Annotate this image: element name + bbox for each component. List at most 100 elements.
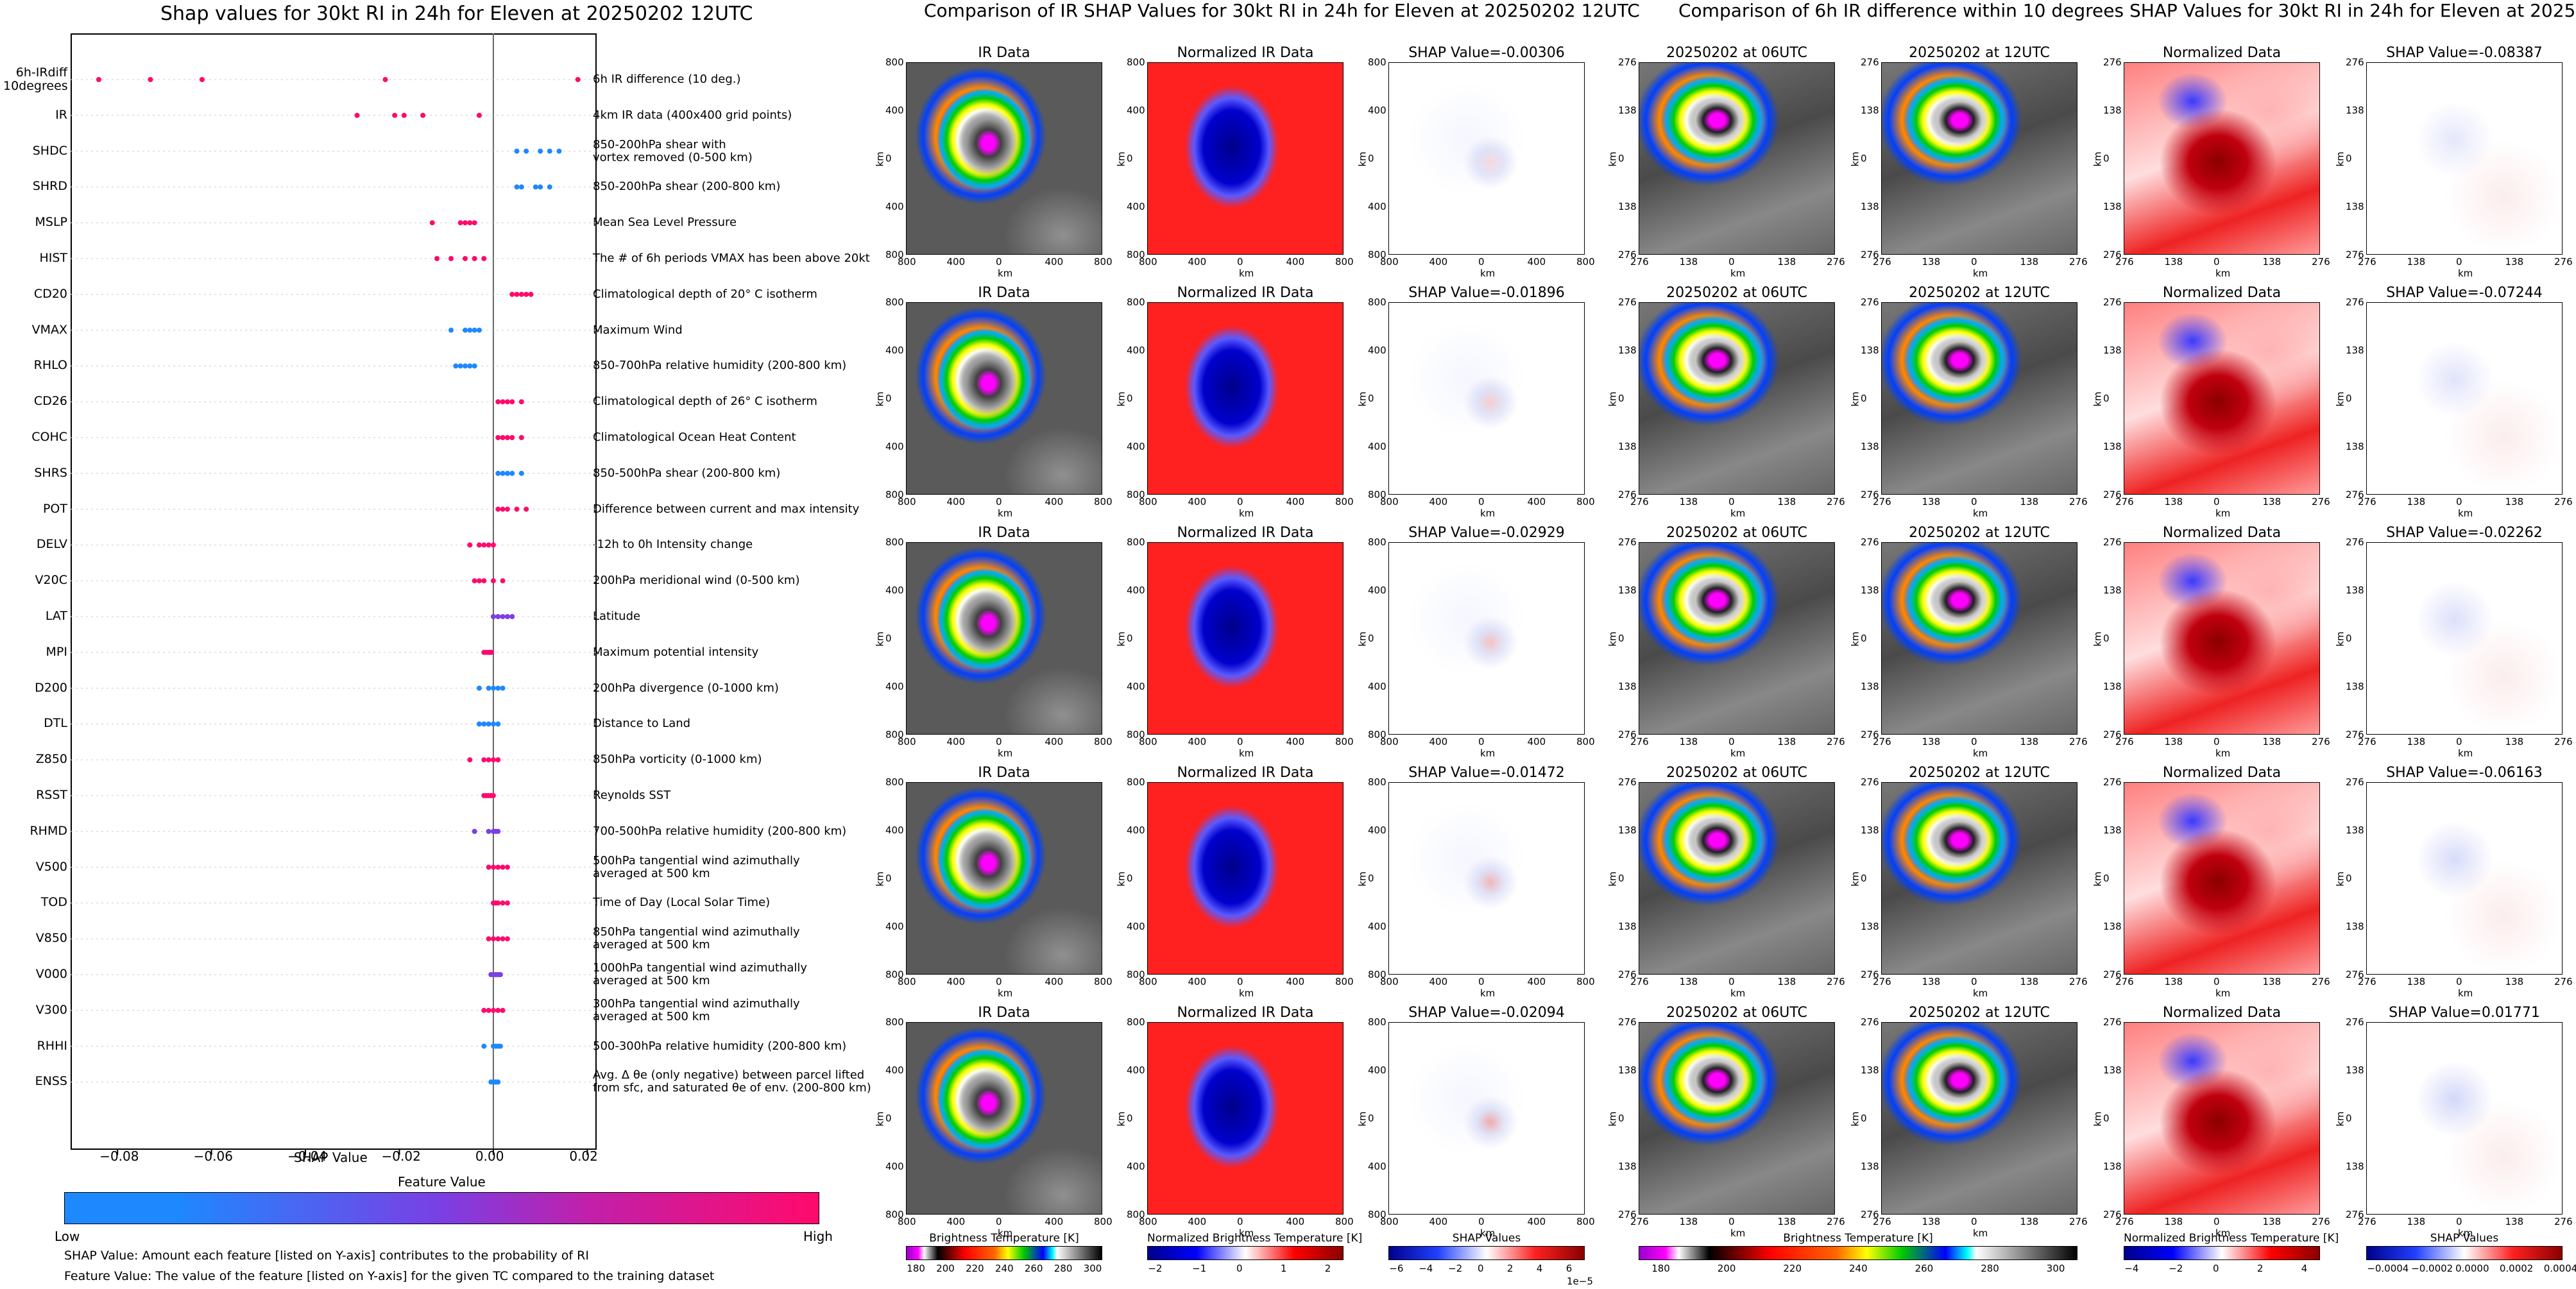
y-tick-label: 400 [1368, 681, 1386, 692]
x-tick-label: 400 [1286, 736, 1305, 747]
feature-description: Reynolds SST [593, 789, 671, 802]
x-tick-label: 400 [946, 976, 966, 987]
y-tick-label: 400 [1127, 585, 1145, 596]
shap-point [500, 685, 506, 691]
y-axis-label: km [2092, 871, 2104, 887]
colorbar-tick-label: −6 [1389, 1263, 1404, 1274]
y-tick-label: 276 [2346, 536, 2364, 548]
x-tick-label: 276 [2069, 1216, 2088, 1227]
y-tick-label: 0 [1861, 393, 1867, 404]
shap-point [467, 220, 473, 226]
feature-name: CD26 [33, 394, 67, 409]
shap-point [476, 542, 482, 548]
x-tick-label: 138 [2505, 976, 2524, 987]
x-tick-label: 138 [2020, 736, 2039, 747]
ir-shap-panel [1388, 1022, 1585, 1215]
x-tick-label: 138 [2164, 256, 2183, 268]
irdiff-06utc-panel [1639, 782, 1835, 975]
x-tick-label: 138 [2262, 736, 2282, 747]
y-tick-label: 400 [1127, 345, 1145, 356]
y-tick-label: 138 [1618, 681, 1637, 692]
x-tick-label: 0 [1971, 976, 1977, 987]
y-axis-label: km [1115, 391, 1127, 407]
colorbar-tick-label: 0 [1236, 1263, 1243, 1274]
x-tick-label: 276 [2312, 1216, 2330, 1227]
colorbar-tick-label: −2 [2169, 1263, 2183, 1274]
shap-point [524, 148, 529, 154]
colorbar-title: SHAP Values [1452, 1232, 1521, 1245]
shap-point [467, 542, 473, 548]
shap-summary-title: Shap values for 30kt RI in 24h for Eleve… [160, 3, 753, 25]
y-tick-label: 800 [885, 1209, 904, 1220]
colorbar-gradient [906, 1246, 1102, 1260]
ir-shap-panel-title: SHAP Value=-0.00306 [1408, 45, 1565, 61]
x-tick-label: 0 [2456, 976, 2462, 987]
y-tick-label: 0 [1127, 393, 1133, 404]
irdiff-12utc-panel [1881, 62, 2077, 255]
y-tick-label: 800 [1368, 969, 1386, 980]
y-tick-label: 276 [1618, 249, 1637, 260]
x-tick-label: 138 [1922, 736, 1941, 747]
x-tick-label: 276 [2312, 256, 2330, 268]
x-tick-label: 400 [1429, 736, 1448, 747]
y-axis-label: km [1115, 1111, 1127, 1127]
y-tick-label: 138 [1861, 921, 1879, 932]
x-tick-label: 800 [1576, 496, 1595, 508]
shap-point [457, 363, 463, 369]
normalized-diff-panel [2124, 1022, 2320, 1215]
y-tick-label: 0 [1618, 633, 1625, 644]
shap-point [486, 757, 491, 763]
x-axis-label: km [1480, 987, 1496, 999]
normalized-diff-panel [2124, 782, 2320, 975]
x-tick-label: 138 [2407, 976, 2426, 987]
shap-point [514, 148, 520, 154]
ir-data-panel-title: IR Data [978, 765, 1030, 781]
y-axis-label: km [2334, 1111, 2346, 1127]
x-tick-label: 800 [898, 496, 916, 508]
feature-name: MPI [46, 644, 67, 659]
x-tick-label: 276 [1873, 736, 1891, 747]
x-axis-label: km [2458, 268, 2473, 279]
x-tick-label: 138 [2407, 1216, 2426, 1227]
y-tick-label: 138 [2103, 441, 2122, 452]
shap-point [495, 435, 501, 440]
x-tick-label: 400 [1429, 976, 1448, 987]
irdiff-12utc-panel-title: 20250202 at 12UTC [1909, 1005, 2050, 1021]
shap-point [448, 327, 454, 333]
y-tick-label: 0 [2103, 393, 2110, 404]
y-tick-label: 138 [1618, 1064, 1637, 1076]
x-tick-label: 400 [946, 496, 966, 508]
shap-point [476, 721, 482, 727]
y-tick-label: 800 [1368, 776, 1386, 788]
shap-point [500, 1007, 506, 1013]
feature-name: RHHI [37, 1038, 67, 1053]
shap-point [476, 327, 482, 333]
x-tick-label: 400 [1527, 256, 1546, 268]
x-tick-label: 138 [2407, 256, 2426, 268]
x-tick-label: 276 [1630, 256, 1649, 268]
y-tick-label: 276 [2346, 776, 2364, 788]
colorbar-tick-label: 200 [1717, 1263, 1736, 1274]
shap-point [486, 685, 491, 691]
y-tick-label: 138 [2346, 441, 2364, 452]
normalized-ir-panel [1147, 782, 1343, 975]
colorbar-tick-label: −4 [1419, 1263, 1433, 1274]
feature-description: Maximum potential intensity [593, 645, 759, 659]
y-axis-label: km [1849, 871, 1861, 887]
x-tick-label: 0 [996, 496, 1002, 508]
y-tick-label: 0 [2103, 633, 2110, 644]
colorbar-tick-label: 200 [936, 1263, 955, 1274]
y-axis-label: km [1115, 151, 1127, 167]
x-tick-label: 800 [1335, 976, 1354, 987]
y-tick-label: 400 [1127, 824, 1145, 836]
feature-value-title: Feature Value [398, 1174, 486, 1190]
y-axis-label: km [2334, 871, 2346, 887]
x-tick-label: 276 [2554, 976, 2573, 987]
irdiff-12utc-panel [1881, 1022, 2077, 1215]
x-tick-label: 276 [1873, 496, 1891, 508]
y-tick-label: 0 [885, 1113, 892, 1124]
x-tick-label: 138 [2164, 496, 2183, 508]
x-tick-label: 800 [1094, 1216, 1113, 1227]
y-tick-label: 138 [2346, 1064, 2364, 1076]
colorbar-tick-label: 4 [1536, 1263, 1543, 1274]
